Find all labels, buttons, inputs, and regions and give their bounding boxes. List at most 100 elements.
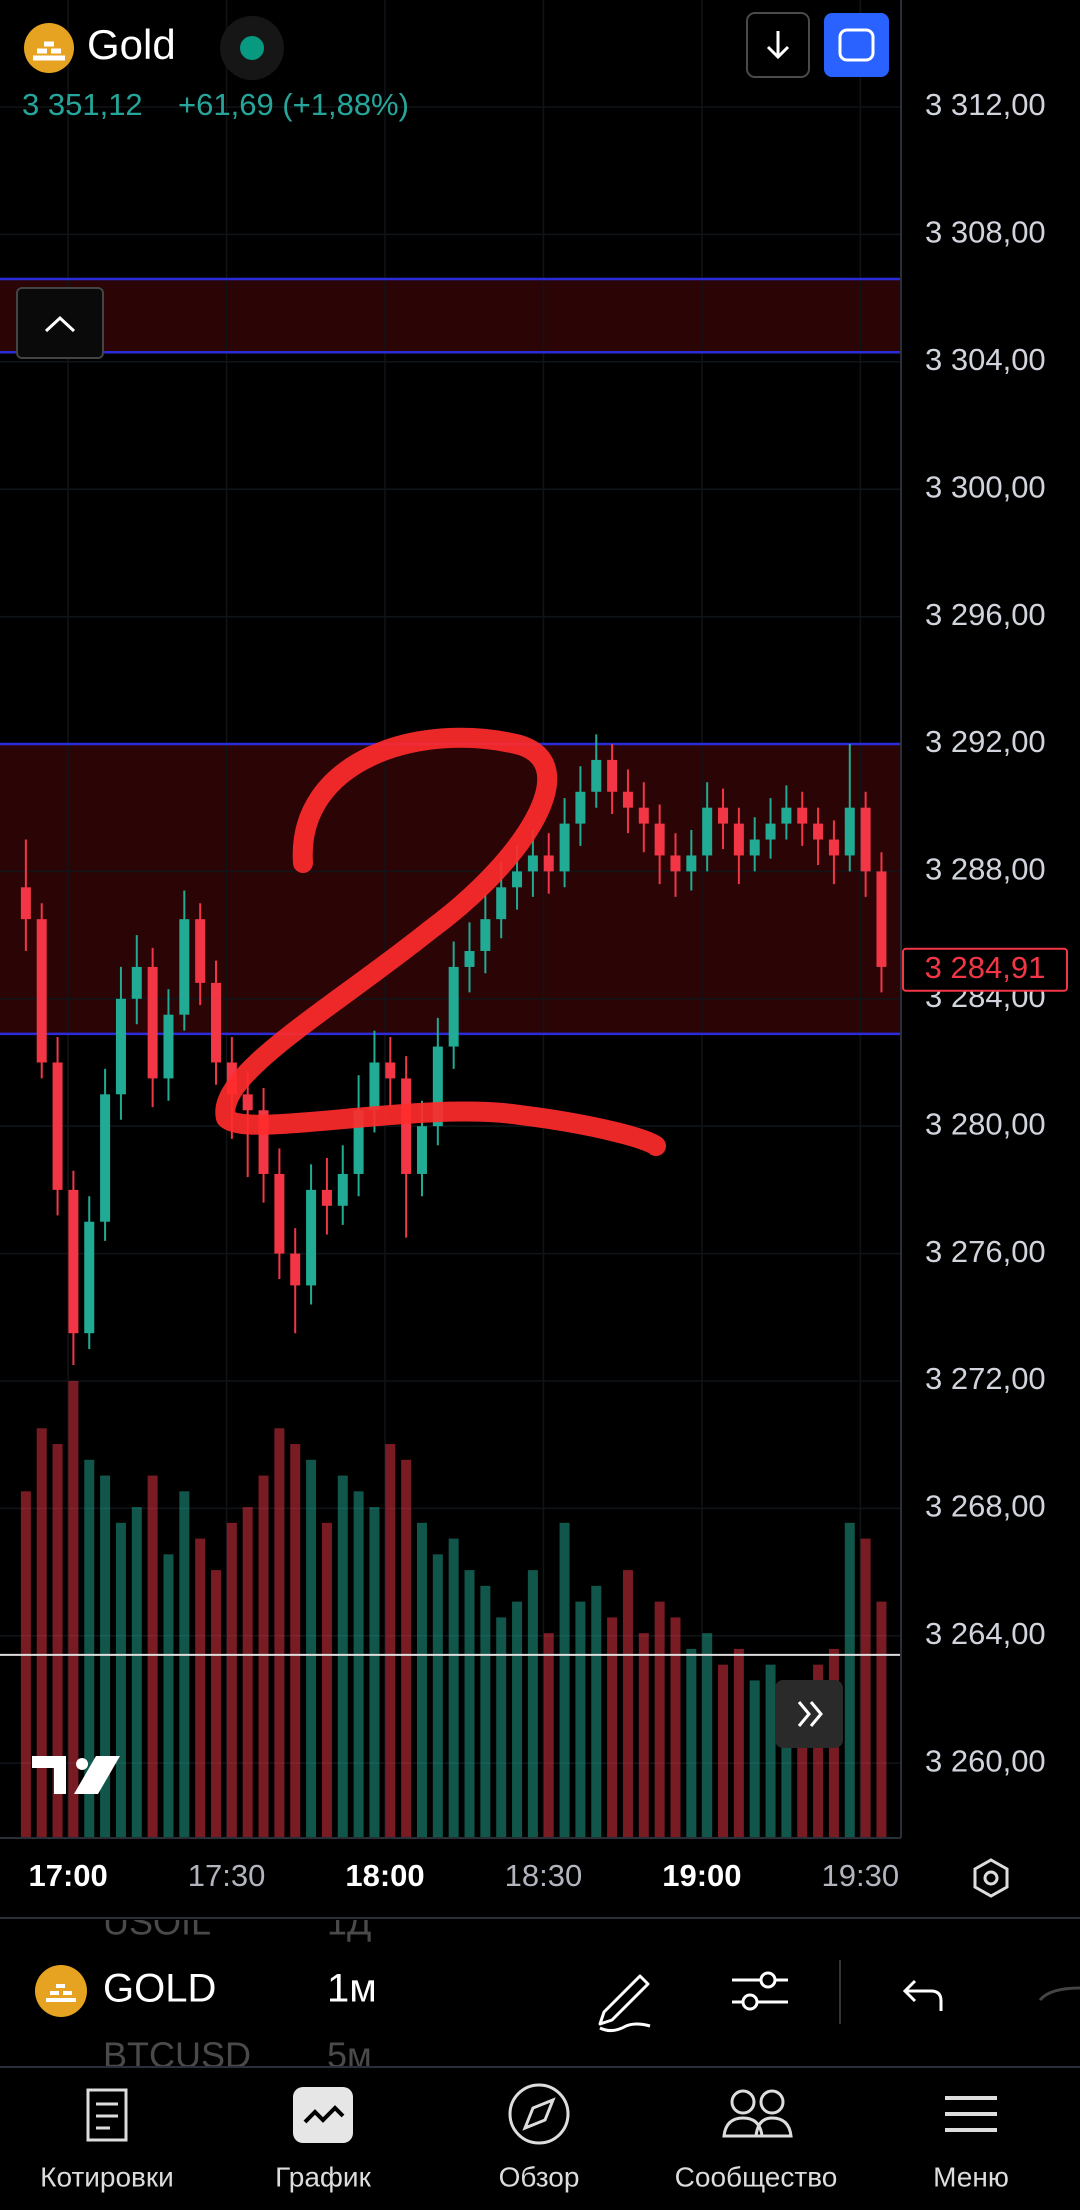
fullscreen-button[interactable]	[824, 13, 889, 77]
candle-body	[512, 871, 523, 888]
volume-bar	[416, 1522, 427, 1838]
symbol-option[interactable]: USOIL	[103, 1902, 211, 1943]
collapse-button[interactable]	[16, 287, 104, 359]
nav-icon	[86, 2088, 128, 2142]
candle-body	[115, 998, 126, 1095]
candle-body	[702, 807, 713, 856]
volume-bar	[369, 1507, 380, 1838]
settings-icon[interactable]	[973, 1858, 1009, 1898]
volume-bar	[733, 1648, 744, 1838]
nav-item[interactable]: График	[275, 2087, 372, 2192]
volume-bar	[353, 1491, 364, 1838]
y-tick-label: 3 272,00	[925, 1361, 1046, 1396]
nav-icon	[508, 2083, 570, 2145]
volume-bar	[813, 1664, 824, 1838]
nav-item[interactable]: Котировки	[40, 2088, 174, 2192]
y-tick-label: 3 268,00	[925, 1489, 1046, 1524]
y-tick-label: 3 312,00	[925, 87, 1046, 122]
volume-bar	[749, 1680, 760, 1838]
y-tick-label: 3 292,00	[925, 724, 1046, 759]
volume-bar	[527, 1570, 538, 1838]
candle-body	[797, 807, 808, 824]
candle-body	[686, 855, 697, 872]
nav-item[interactable]: Обзор	[499, 2083, 580, 2192]
x-tick-label: 19:00	[662, 1858, 741, 1893]
volume-bar	[52, 1444, 63, 1838]
plot-area	[0, 0, 901, 1838]
candle-body	[416, 1126, 427, 1174]
axes: 3 260,00 3 264,00 3 268,00 3 272,00 3 276,00…	[28, 87, 1068, 1893]
y-tick-label: 3 260,00	[925, 1743, 1046, 1778]
last-price: 3 351,12	[22, 87, 143, 122]
symbol-icon	[24, 23, 74, 73]
volume-bar	[84, 1459, 95, 1838]
volume-bar	[401, 1459, 412, 1838]
last-price-box	[902, 947, 1068, 992]
toolbar-interval[interactable]: 1м	[327, 1967, 377, 2011]
volume-bar	[543, 1633, 554, 1838]
volume-bar	[464, 1570, 475, 1838]
volume-bar	[100, 1475, 111, 1838]
symbol-option[interactable]: BTCUSD	[103, 2035, 251, 2076]
toolbar-symbol[interactable]: GOLD	[103, 1967, 216, 2011]
volume-bar	[68, 1381, 79, 1838]
volume-bar	[686, 1648, 697, 1838]
candle-body	[68, 1189, 79, 1334]
x-tick-label: 18:00	[345, 1858, 424, 1893]
candle-body	[401, 1078, 412, 1174]
interval-option[interactable]: 5м	[327, 2035, 372, 2076]
nav-icon	[730, 2089, 756, 2115]
volume-bar	[147, 1475, 158, 1838]
volume-bar	[765, 1664, 776, 1838]
candle-body	[36, 919, 47, 1063]
nav-icon	[945, 2096, 997, 2132]
volume-bar	[876, 1601, 887, 1838]
y-tick-label: 3 300,00	[925, 469, 1046, 504]
volume-bar	[702, 1633, 713, 1838]
undo-button[interactable]	[902, 1979, 943, 2011]
volume-bar	[179, 1491, 190, 1838]
volume-bar	[480, 1585, 491, 1838]
x-tick-label: 18:30	[505, 1858, 583, 1893]
candle-body	[131, 966, 142, 999]
nav-label: Котировки	[40, 2161, 174, 2192]
nav-item[interactable]: Меню	[933, 2096, 1009, 2192]
draw-tool-button[interactable]	[598, 1974, 651, 2033]
candle-body	[876, 871, 887, 967]
interval-option[interactable]: 1Д	[327, 1902, 371, 1943]
y-tick-label: 3 264,00	[925, 1616, 1046, 1651]
candle-body	[353, 1110, 364, 1174]
volume-bar	[591, 1585, 602, 1838]
candle-body	[385, 1062, 396, 1079]
candle-body	[337, 1173, 348, 1206]
volume-bar	[36, 1428, 47, 1838]
candle-body	[591, 759, 602, 792]
nav-item[interactable]: Сообщество	[675, 2089, 838, 2192]
status-dot	[240, 36, 264, 60]
volume-bar	[163, 1554, 174, 1838]
candle-body	[274, 1173, 285, 1254]
volume-bar	[622, 1570, 633, 1838]
candle-body	[844, 807, 855, 856]
volume-bar	[448, 1538, 459, 1838]
redo-button[interactable]	[1038, 1986, 1080, 2002]
candle-body	[496, 887, 507, 920]
candle-body	[638, 807, 649, 824]
drawing-annotation	[215, 727, 666, 1156]
volume-bar	[242, 1507, 253, 1838]
candle-body	[607, 759, 618, 792]
volume-bar	[654, 1601, 665, 1838]
volume-bar	[575, 1601, 586, 1838]
volume-bar	[607, 1617, 618, 1838]
volume-bar	[337, 1475, 348, 1838]
candle-body	[543, 855, 554, 872]
volume-bar	[321, 1522, 332, 1838]
candle-body	[654, 823, 665, 856]
nav-label: График	[275, 2161, 371, 2192]
candle-body	[781, 807, 792, 824]
volume-bar	[718, 1664, 729, 1838]
symbol-list: USOIL 1Д BTCUSD 5м	[103, 1902, 372, 2076]
volume-bar	[274, 1428, 285, 1838]
